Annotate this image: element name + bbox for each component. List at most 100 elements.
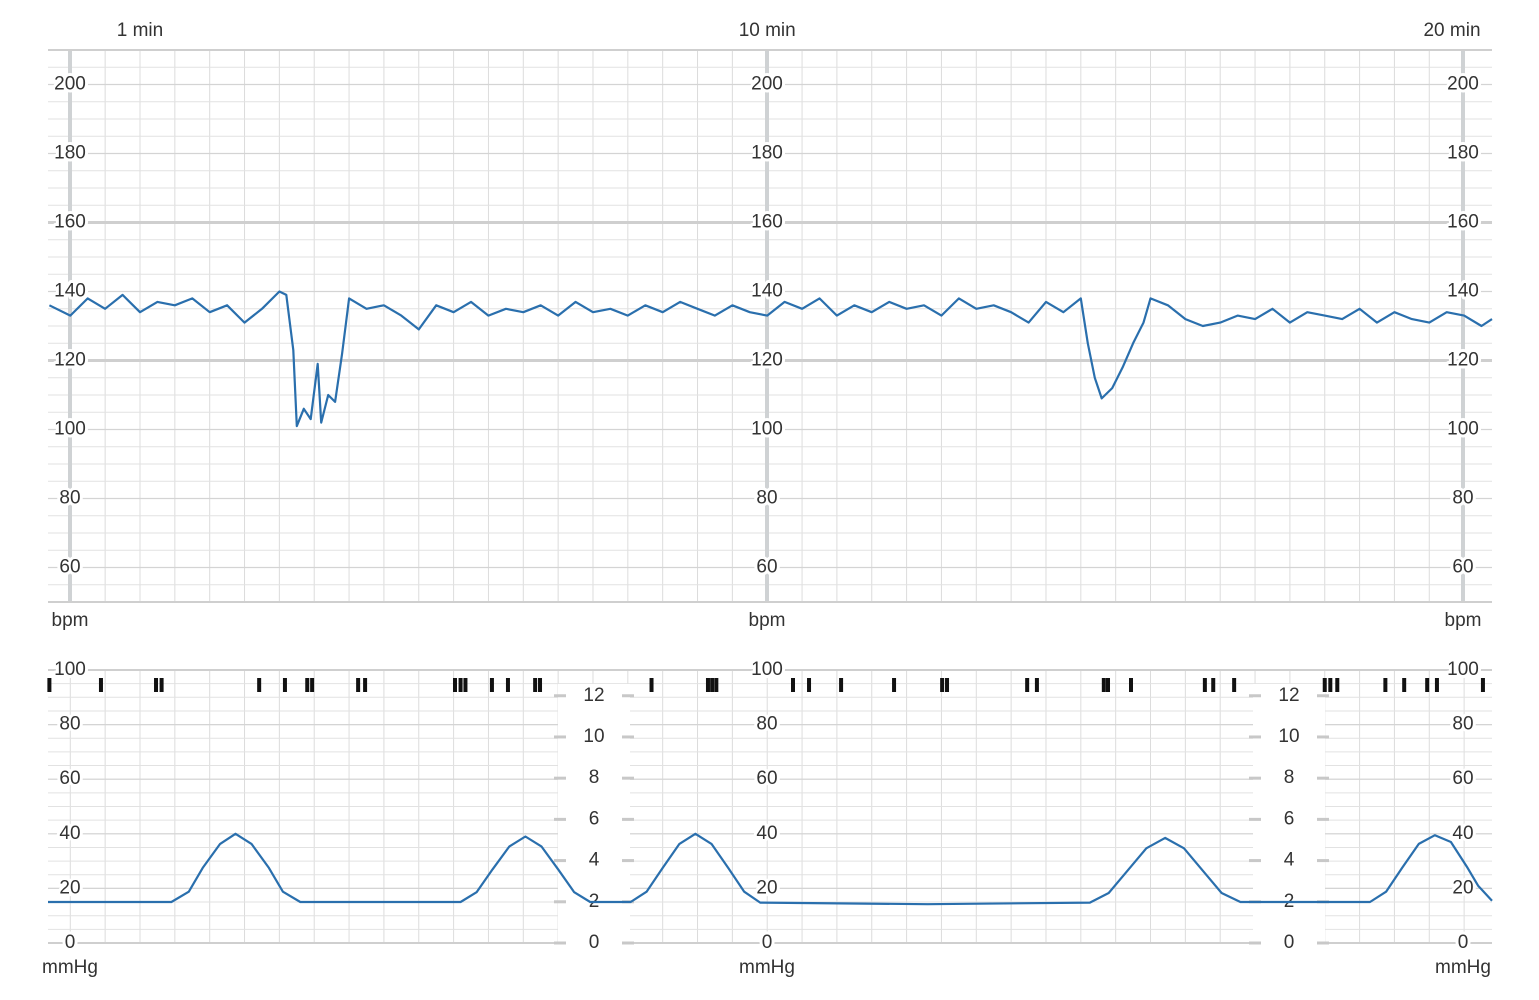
movement-marker [1383,678,1388,692]
movement-marker [1106,678,1111,692]
axis-gap [1253,684,1325,949]
y-tick-label: 80 [59,488,80,509]
movement-marker [452,678,457,692]
y-tick-label: 100 [751,419,783,440]
y-tick-label: 200 [54,74,86,95]
movement-marker [463,678,468,692]
y-tick-label: 100 [54,419,86,440]
y2-tick-label: 10 [1278,726,1299,747]
movement-marker [1025,678,1030,692]
movement-marker [807,678,812,692]
y-tick-label: 120 [1447,350,1479,371]
y-tick-label: 160 [1447,212,1479,233]
y-tick-label: 180 [1447,143,1479,164]
y-tick-label: 40 [1452,823,1473,844]
x-tick-label: 20 min [1423,20,1480,41]
y-tick-label: 0 [762,932,773,953]
movement-marker [714,678,719,692]
movement-marker [538,678,543,692]
y-unit-label: bpm [1445,610,1482,631]
movement-marker [458,678,463,692]
y2-tick-label: 12 [1278,685,1299,706]
y-tick-label: 40 [59,823,80,844]
y-tick-label: 140 [751,281,783,302]
movement-marker [363,678,368,692]
y-tick-label: 100 [751,659,783,680]
y-tick-label: 160 [54,212,86,233]
y-tick-label: 20 [1452,877,1473,898]
movement-marker [790,678,795,692]
movement-marker [505,678,510,692]
y-tick-label: 80 [59,714,80,735]
y-tick-label: 80 [1452,714,1473,735]
y2-tick-label: 0 [1284,932,1295,953]
y-tick-label: 20 [59,877,80,898]
movement-marker [1211,678,1216,692]
y-tick-label: 20 [756,877,777,898]
movement-marker [356,678,361,692]
y-tick-label: 200 [1447,74,1479,95]
y2-tick-label: 10 [583,726,604,747]
y-unit-label: mmHg [739,957,795,978]
movement-marker [1434,678,1439,692]
movement-marker [489,678,494,692]
y-tick-label: 40 [756,823,777,844]
y-tick-label: 60 [59,557,80,578]
y-tick-label: 140 [54,281,86,302]
movement-marker [1202,678,1207,692]
y2-tick-label: 4 [589,850,600,871]
y-tick-label: 200 [751,74,783,95]
y2-tick-label: 12 [583,685,604,706]
y-tick-label: 160 [751,212,783,233]
movement-marker [154,678,159,692]
movement-marker [1328,678,1333,692]
y-tick-label: 80 [756,488,777,509]
data-line [48,832,1493,906]
y-tick-label: 120 [54,350,86,371]
movement-marker [649,678,654,692]
y2-tick-label: 6 [1284,808,1295,829]
movement-marker [257,678,262,692]
y-tick-label: 60 [756,557,777,578]
movement-marker [47,678,52,692]
movement-marker [1425,678,1430,692]
movement-marker [945,678,950,692]
y-tick-label: 0 [65,932,76,953]
y2-tick-label: 6 [589,808,600,829]
y-tick-label: 80 [1452,488,1473,509]
y-unit-label: bpm [749,610,786,631]
movement-marker [1335,678,1340,692]
y-unit-label: mmHg [42,957,98,978]
y-tick-label: 120 [751,350,783,371]
y-tick-label: 180 [54,143,86,164]
y-tick-label: 80 [756,714,777,735]
movement-marker [282,678,287,692]
y-tick-label: 60 [59,768,80,789]
movement-marker [533,678,538,692]
movement-marker [1129,678,1133,692]
axis-gap [558,684,630,949]
y-tick-label: 0 [1458,932,1469,953]
y-tick-label: 100 [54,659,86,680]
y-tick-label: 60 [1452,557,1473,578]
y-tick-label: 140 [1447,281,1479,302]
y-unit-label: mmHg [1435,957,1491,978]
y-tick-label: 60 [756,768,777,789]
movement-marker [705,678,710,692]
movement-marker [1034,678,1039,692]
movement-marker [940,678,945,692]
movement-marker [1322,678,1327,692]
movement-marker [310,678,315,692]
movement-marker [98,678,103,692]
x-tick-label: 1 min [117,20,163,41]
y-tick-label: 60 [1452,768,1473,789]
y2-tick-label: 8 [589,767,600,788]
y-tick-label: 180 [751,143,783,164]
y2-tick-label: 8 [1284,767,1295,788]
movement-marker [839,678,844,692]
movement-marker [710,678,715,692]
y2-tick-label: 0 [589,932,600,953]
y-tick-label: 100 [1447,419,1479,440]
data-line [48,290,1493,428]
